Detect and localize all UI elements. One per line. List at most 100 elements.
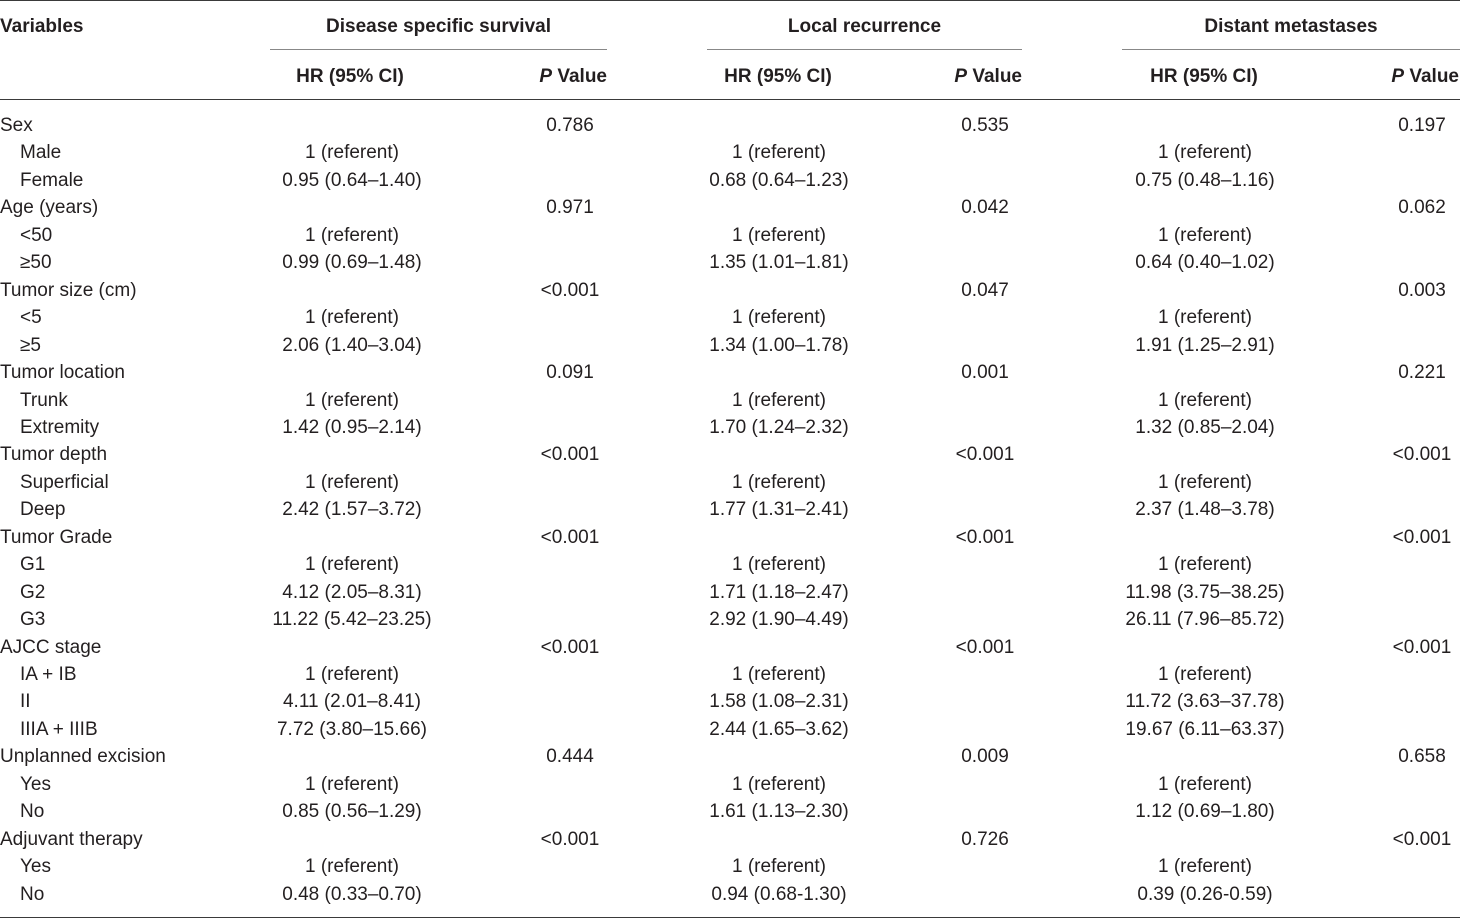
row-sublabel: IIIA + IIIB	[20, 719, 98, 740]
row-label: Tumor depth	[0, 444, 108, 465]
dm-hr-cell: 1.91 (1.25–2.91)	[1135, 335, 1275, 356]
dm-hr-cell: 11.72 (3.63–37.78)	[1125, 691, 1285, 712]
dss-hr-cell: 1 (referent)	[305, 472, 399, 493]
header-hr-dm: HR (95% CI)	[1150, 66, 1258, 87]
row-sublabel: Deep	[20, 499, 66, 520]
dm-p-cell: <0.001	[1392, 637, 1452, 658]
dm-hr-cell: 26.11 (7.96–85.72)	[1125, 609, 1285, 630]
header-p-dm: P Value	[1339, 66, 1459, 88]
lr-hr-cell: 0.68 (0.64–1.23)	[709, 170, 849, 191]
header-hr-dss: HR (95% CI)	[296, 66, 404, 87]
dss-hr-cell: 1.42 (0.95–2.14)	[282, 417, 422, 438]
group-underline-dm	[1122, 49, 1460, 50]
dm-hr-cell: 1 (referent)	[1158, 774, 1252, 795]
dss-p-cell: <0.001	[540, 637, 600, 658]
dss-p-cell: <0.001	[540, 280, 600, 301]
row-label: Tumor size (cm)	[0, 280, 137, 301]
lr-hr-cell: 1 (referent)	[732, 664, 826, 685]
dm-hr-cell: 0.39 (0.26-0.59)	[1137, 884, 1273, 905]
dss-hr-cell: 1 (referent)	[305, 142, 399, 163]
row-sublabel: G3	[20, 609, 46, 630]
dss-p-cell: <0.001	[540, 829, 600, 850]
dss-p-cell: <0.001	[540, 527, 600, 548]
dss-hr-cell: 7.72 (3.80–15.66)	[276, 719, 427, 740]
dss-hr-cell: 1 (referent)	[305, 225, 399, 246]
row-sublabel: Trunk	[20, 390, 68, 411]
lr-p-cell: 0.042	[961, 197, 1009, 218]
dm-hr-cell: 1 (referent)	[1158, 307, 1252, 328]
dm-hr-cell: 1 (referent)	[1158, 856, 1252, 877]
dss-hr-cell: 1 (referent)	[305, 307, 399, 328]
dm-p-cell: <0.001	[1392, 527, 1452, 548]
lr-hr-cell: 1.61 (1.13–2.30)	[709, 801, 849, 822]
lr-hr-cell: 1.77 (1.31–2.41)	[709, 499, 849, 520]
dm-hr-cell: 1.12 (0.69–1.80)	[1135, 801, 1275, 822]
dss-hr-cell: 0.99 (0.69–1.48)	[282, 252, 422, 273]
lr-hr-cell: 1 (referent)	[732, 225, 826, 246]
table-bottom-rule	[0, 917, 1460, 918]
dss-p-cell: 0.971	[546, 197, 594, 218]
dss-hr-cell: 1 (referent)	[305, 856, 399, 877]
row-label: Age (years)	[0, 197, 99, 218]
dss-hr-cell: 2.42 (1.57–3.72)	[282, 499, 422, 520]
row-label: Unplanned excision	[0, 746, 166, 767]
dss-hr-cell: 0.85 (0.56–1.29)	[282, 801, 422, 822]
header-p-italic: P	[1391, 66, 1405, 87]
lr-p-cell: 0.001	[961, 362, 1009, 383]
header-bottom-rule	[0, 99, 1460, 100]
dm-hr-cell: 1 (referent)	[1158, 390, 1252, 411]
header-variables: Variables	[0, 16, 84, 37]
dm-p-cell: 0.062	[1398, 197, 1446, 218]
dm-hr-cell: 1.32 (0.85–2.04)	[1135, 417, 1275, 438]
row-sublabel: Yes	[20, 774, 51, 795]
lr-hr-cell: 1 (referent)	[732, 774, 826, 795]
lr-p-cell: 0.535	[961, 115, 1009, 136]
row-label: Tumor location	[0, 362, 125, 383]
row-sublabel: <50	[20, 225, 53, 246]
lr-hr-cell: 1 (referent)	[732, 390, 826, 411]
row-sublabel: Extremity	[20, 417, 100, 438]
row-label: Adjuvant therapy	[0, 829, 143, 850]
dm-hr-cell: 0.75 (0.48–1.16)	[1135, 170, 1275, 191]
header-group-dss: Disease specific survival	[326, 16, 551, 37]
dm-p-cell: <0.001	[1392, 829, 1452, 850]
row-sublabel: II	[20, 691, 31, 712]
dm-hr-cell: 1 (referent)	[1158, 142, 1252, 163]
dss-hr-cell: 1 (referent)	[305, 390, 399, 411]
dss-hr-cell: 2.06 (1.40–3.04)	[282, 335, 422, 356]
dm-hr-cell: 2.37 (1.48–3.78)	[1135, 499, 1275, 520]
lr-hr-cell: 2.44 (1.65–3.62)	[709, 719, 849, 740]
header-group-dm: Distant metastases	[1204, 16, 1378, 37]
row-sublabel: G1	[20, 554, 46, 575]
dss-hr-cell: 1 (referent)	[305, 554, 399, 575]
dm-hr-cell: 19.67 (6.11–63.37)	[1125, 719, 1285, 740]
lr-p-cell: <0.001	[955, 637, 1015, 658]
header-group-lr: Local recurrence	[787, 16, 942, 37]
dm-hr-cell: 1 (referent)	[1158, 554, 1252, 575]
row-sublabel: ≥50	[20, 252, 52, 273]
header-p-rest: Value	[552, 66, 607, 87]
dss-p-cell: 0.091	[546, 362, 594, 383]
dm-hr-cell: 1 (referent)	[1158, 472, 1252, 493]
dss-hr-cell: 1 (referent)	[305, 664, 399, 685]
header-hr-lr: HR (95% CI)	[724, 66, 832, 87]
dss-hr-cell: 0.95 (0.64–1.40)	[282, 170, 422, 191]
dss-hr-cell: 1 (referent)	[305, 774, 399, 795]
dss-hr-cell: 0.48 (0.33–0.70)	[282, 884, 422, 905]
dss-hr-cell: 11.22 (5.42–23.25)	[272, 609, 432, 630]
dm-p-cell: 0.658	[1398, 746, 1446, 767]
row-label: Tumor Grade	[0, 527, 113, 548]
lr-hr-cell: 1.58 (1.08–2.31)	[709, 691, 849, 712]
table-top-rule	[0, 0, 1460, 1]
header-p-italic: P	[539, 66, 553, 87]
lr-hr-cell: 1 (referent)	[732, 307, 826, 328]
lr-hr-cell: 1 (referent)	[732, 472, 826, 493]
row-sublabel: IA + IB	[20, 664, 77, 685]
dss-p-cell: 0.444	[546, 746, 594, 767]
row-sublabel: Female	[20, 170, 84, 191]
header-p-rest: Value	[1404, 66, 1459, 87]
row-label: Sex	[0, 115, 33, 136]
dss-hr-cell: 4.12 (2.05–8.31)	[282, 582, 422, 603]
lr-hr-cell: 1.34 (1.00–1.78)	[709, 335, 849, 356]
